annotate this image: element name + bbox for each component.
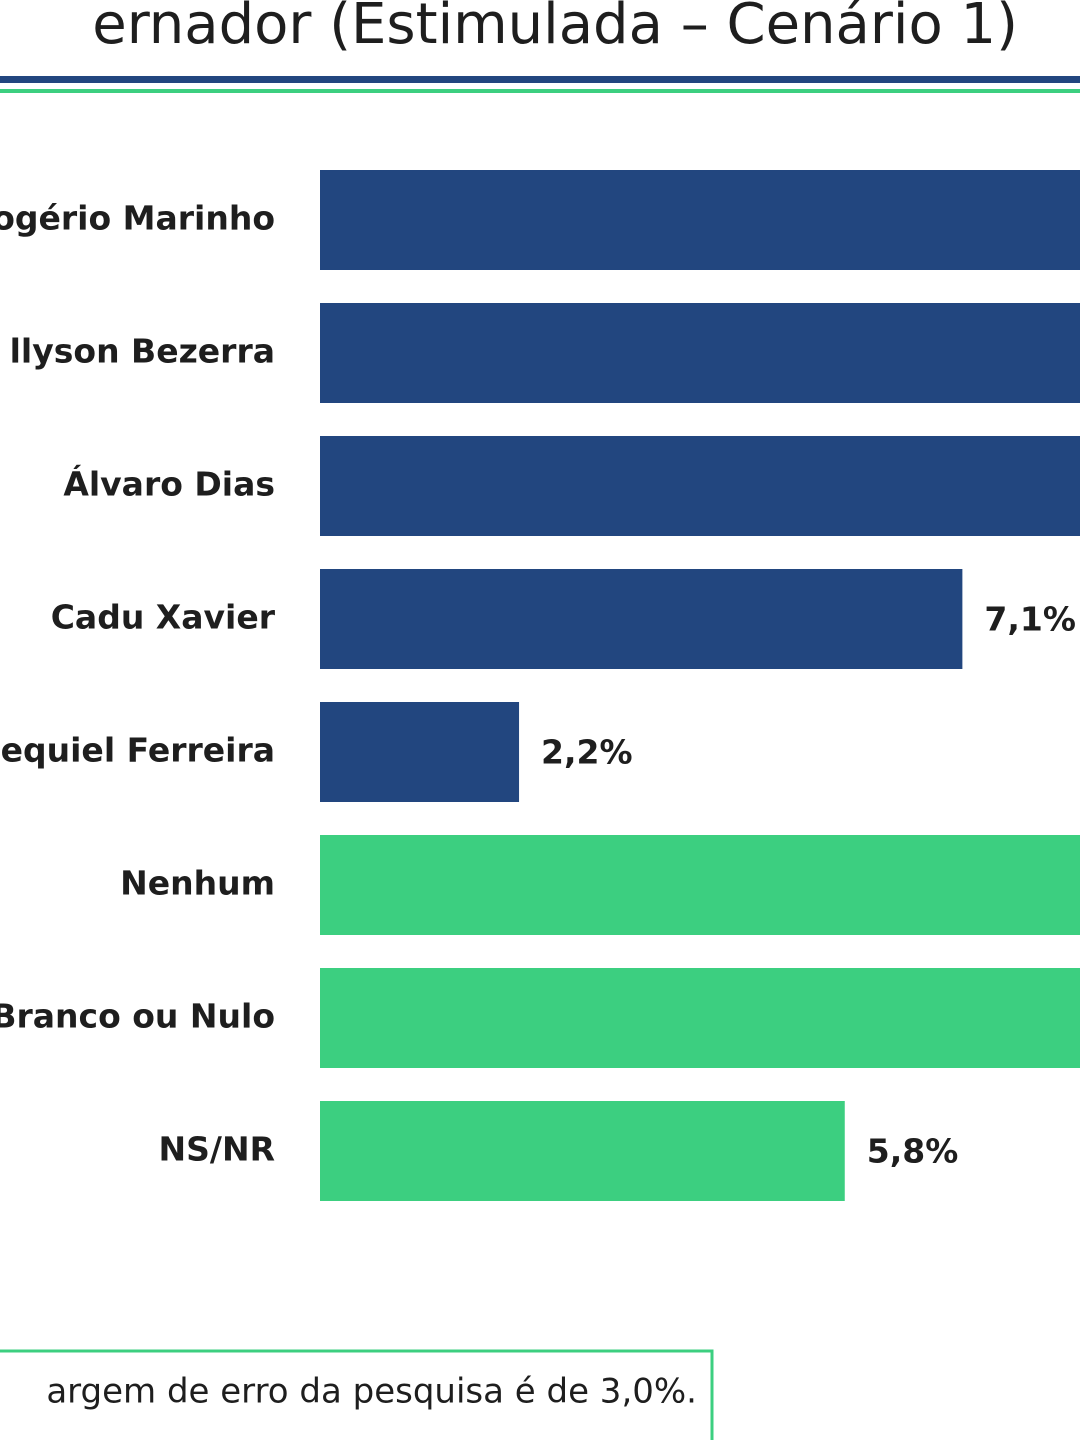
category-label: Nenhum	[120, 864, 275, 903]
note: argem de erro da pesquisa é de 3,0%.	[46, 1372, 697, 1412]
title-rule-accent	[0, 89, 1080, 93]
clipped-bar	[320, 170, 1080, 270]
category-label: NS/NR	[159, 1130, 275, 1169]
clipped-bar	[320, 835, 1080, 935]
category-label: llyson Bezerra	[10, 332, 275, 371]
title-rule	[0, 76, 1080, 83]
category-label: ogério Marinho	[0, 199, 275, 238]
note-box	[0, 1349, 714, 1440]
category-label: Branco ou Nulo	[0, 997, 275, 1036]
category-label: equiel Ferreira	[1, 731, 275, 770]
clipped-bar	[320, 968, 1080, 1068]
category-label: Álvaro Dias	[63, 464, 275, 504]
value-label: 2,2%	[541, 733, 633, 772]
chart-title: ernador (Estimulada – Cenário 1)	[92, 0, 1018, 57]
value-label: 7,1%	[984, 600, 1076, 639]
category-label: Cadu Xavier	[51, 598, 276, 637]
value-label: 5,8%	[867, 1132, 959, 1171]
bar	[320, 1101, 845, 1201]
clipped-bar	[320, 303, 1080, 403]
clipped-bar	[320, 436, 1080, 536]
bar	[320, 569, 963, 669]
bar	[320, 702, 520, 802]
